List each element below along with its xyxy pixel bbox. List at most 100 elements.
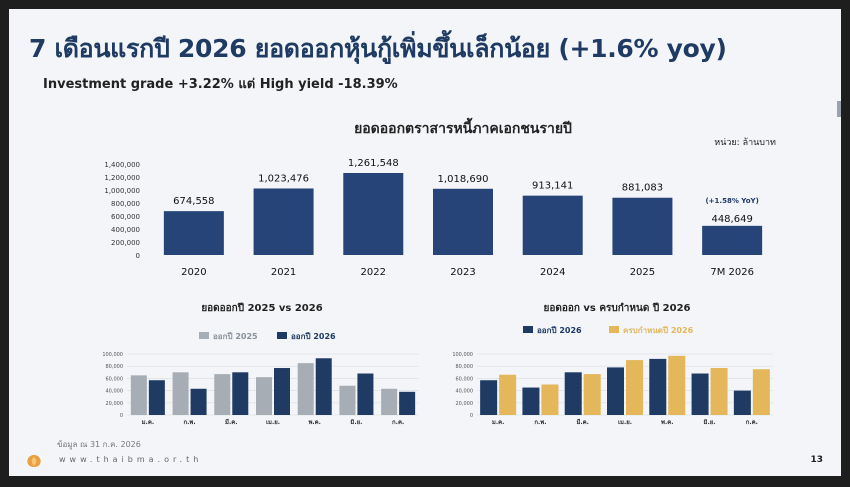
bar-ม.ค.-1 xyxy=(480,380,498,415)
x-tick-label: 2020 xyxy=(181,267,206,278)
website-link[interactable]: www.thaibma.or.th xyxy=(59,455,203,464)
y-tick-label: 800,000 xyxy=(111,200,140,208)
data-label: 674,558 xyxy=(173,196,214,207)
data-label: 913,141 xyxy=(532,181,573,192)
legend-swatch xyxy=(199,332,209,339)
bar-มิ.ย.-2 xyxy=(357,373,374,415)
y-tick-label: 600,000 xyxy=(111,213,140,221)
bar-ก.ค.-1 xyxy=(381,388,398,415)
chart-title: ยอดออก vs ครบกำหนด ปี 2026 xyxy=(543,302,690,314)
slide-subtitle: Investment grade +3.22% แต่ High yield -… xyxy=(43,77,398,92)
data-label: 1,018,690 xyxy=(438,174,489,185)
y-tick-label: 60,000 xyxy=(106,376,124,382)
bar-มี.ค.-1 xyxy=(214,374,231,415)
legend-swatch xyxy=(277,332,287,339)
y-tick-label: 100,000 xyxy=(102,352,123,358)
y-tick-label: 40,000 xyxy=(106,389,124,395)
x-tick-label: 2025 xyxy=(630,267,655,278)
y-tick-label: 20,000 xyxy=(456,401,474,407)
bar-เม.ย.-2 xyxy=(274,368,290,415)
data-label: 1,261,548 xyxy=(348,158,399,169)
bar-2020 xyxy=(163,211,224,255)
chart-title: ยอดออกตราสารหนี้ภาคเอกชนรายปี xyxy=(354,117,572,137)
x-tick-label: 2022 xyxy=(361,267,386,278)
bar-ก.พ.-2 xyxy=(541,384,559,415)
y-tick-label: 100,000 xyxy=(452,352,473,358)
bar-ม.ค.-1 xyxy=(130,375,147,415)
x-tick-label: พ.ค. xyxy=(661,419,674,426)
bar-ม.ค.-2 xyxy=(148,380,165,415)
x-tick-label: ม.ค. xyxy=(142,419,155,426)
legend-label: ออกปี 2025 xyxy=(213,331,258,341)
bar-มี.ค.-2 xyxy=(583,374,601,415)
bar-มิ.ย.-1 xyxy=(691,373,709,415)
source-note: ข้อมูล ณ 31 ก.ค. 2026 xyxy=(57,440,141,449)
bar-ก.ค.-2 xyxy=(752,369,770,415)
bar-ก.พ.-2 xyxy=(190,388,207,415)
x-tick-label: 2023 xyxy=(450,267,475,278)
chart-title: ยอดออกปี 2025 vs 2026 xyxy=(201,302,322,314)
x-tick-label: 7M 2026 xyxy=(710,267,754,278)
bar-มิ.ย.-1 xyxy=(339,385,356,415)
y-tick-label: 200,000 xyxy=(111,239,140,247)
x-tick-label: ก.ค. xyxy=(746,419,758,426)
monthly-2025-vs-2026-chart: ยอดออกปี 2025 vs 2026 ออกปี 2025 ออกปี 202… xyxy=(102,302,419,426)
bar-เม.ย.-2 xyxy=(626,360,643,415)
y-tick-label: 0 xyxy=(120,413,123,419)
bar-มี.ค.-1 xyxy=(564,372,582,415)
x-tick-label: ก.ค. xyxy=(392,419,404,426)
bar-พ.ค.-1 xyxy=(297,363,314,415)
bar-ก.ค.-1 xyxy=(733,390,751,415)
y-tick-label: 1,400,000 xyxy=(104,161,140,169)
x-tick-label: มี.ค. xyxy=(225,418,238,426)
bar-พ.ค.-1 xyxy=(649,358,667,415)
data-label: 1,023,476 xyxy=(258,173,309,184)
y-tick-label: 0 xyxy=(470,413,473,419)
annual-issuance-chart: ยอดออกตราสารหนี้ภาคเอกชนรายปีหน่วย: ล้าน… xyxy=(104,117,776,278)
bar-2022 xyxy=(343,172,404,255)
bar-พ.ค.-2 xyxy=(315,358,332,415)
x-tick-label: เม.ย. xyxy=(266,419,280,426)
y-tick-label: 0 xyxy=(136,252,140,260)
y-tick-label: 1,200,000 xyxy=(104,174,140,182)
bar-พ.ค.-2 xyxy=(668,355,686,415)
x-tick-label: เม.ย. xyxy=(618,419,632,426)
bar-ก.ค.-2 xyxy=(399,391,416,415)
y-tick-label: 60,000 xyxy=(456,376,474,382)
y-tick-label: 1,000,000 xyxy=(104,187,140,195)
data-label: 881,083 xyxy=(622,183,663,194)
x-tick-label: 2021 xyxy=(271,267,296,278)
y-tick-label: 80,000 xyxy=(456,364,474,370)
bar-เม.ย.-1 xyxy=(256,377,272,415)
legend-swatch xyxy=(609,326,619,333)
legend-swatch xyxy=(523,326,533,333)
bar-2023 xyxy=(433,188,493,255)
x-tick-label: ก.พ. xyxy=(534,419,546,426)
bar-ก.พ.-1 xyxy=(522,387,540,415)
bar-2021 xyxy=(253,188,314,255)
yoy-annotation: (+1.58% YoY) xyxy=(705,197,758,205)
slide-title: 7 เดือนแรกปี 2026 ยอดออกหุ้นกู้เพิ่มขึ้น… xyxy=(29,34,727,63)
legend-label: ครบกำหนดปี 2026 xyxy=(623,325,694,335)
x-tick-label: ม.ค. xyxy=(492,419,505,426)
bar-ม.ค.-2 xyxy=(499,374,517,415)
issuance-vs-maturity-chart: ยอดออก vs ครบกำหนด ปี 2026 ออกปี 2026 ครบก… xyxy=(452,302,773,426)
x-tick-label: 2024 xyxy=(540,267,565,278)
x-tick-label: ก.พ. xyxy=(183,419,195,426)
unit-note: หน่วย: ล้านบาท xyxy=(714,137,776,148)
x-tick-label: มิ.ย. xyxy=(350,418,362,426)
legend-label: ออกปี 2026 xyxy=(291,331,336,341)
slide: 7 เดือนแรกปี 2026 ยอดออกหุ้นกู้เพิ่มขึ้น… xyxy=(9,9,841,476)
bar-2025 xyxy=(612,197,673,255)
x-tick-label: พ.ค. xyxy=(308,419,321,426)
bar-มี.ค.-2 xyxy=(232,372,249,415)
bar-2024 xyxy=(522,195,583,255)
bar-ก.พ.-1 xyxy=(172,372,189,415)
x-tick-label: มิ.ย. xyxy=(704,418,716,426)
scroll-indicator[interactable] xyxy=(837,101,841,117)
bar-เม.ย.-1 xyxy=(607,367,624,415)
y-tick-label: 80,000 xyxy=(106,364,124,370)
y-tick-label: 40,000 xyxy=(456,389,474,395)
page-number: 13 xyxy=(810,455,823,465)
y-tick-label: 20,000 xyxy=(106,401,124,407)
